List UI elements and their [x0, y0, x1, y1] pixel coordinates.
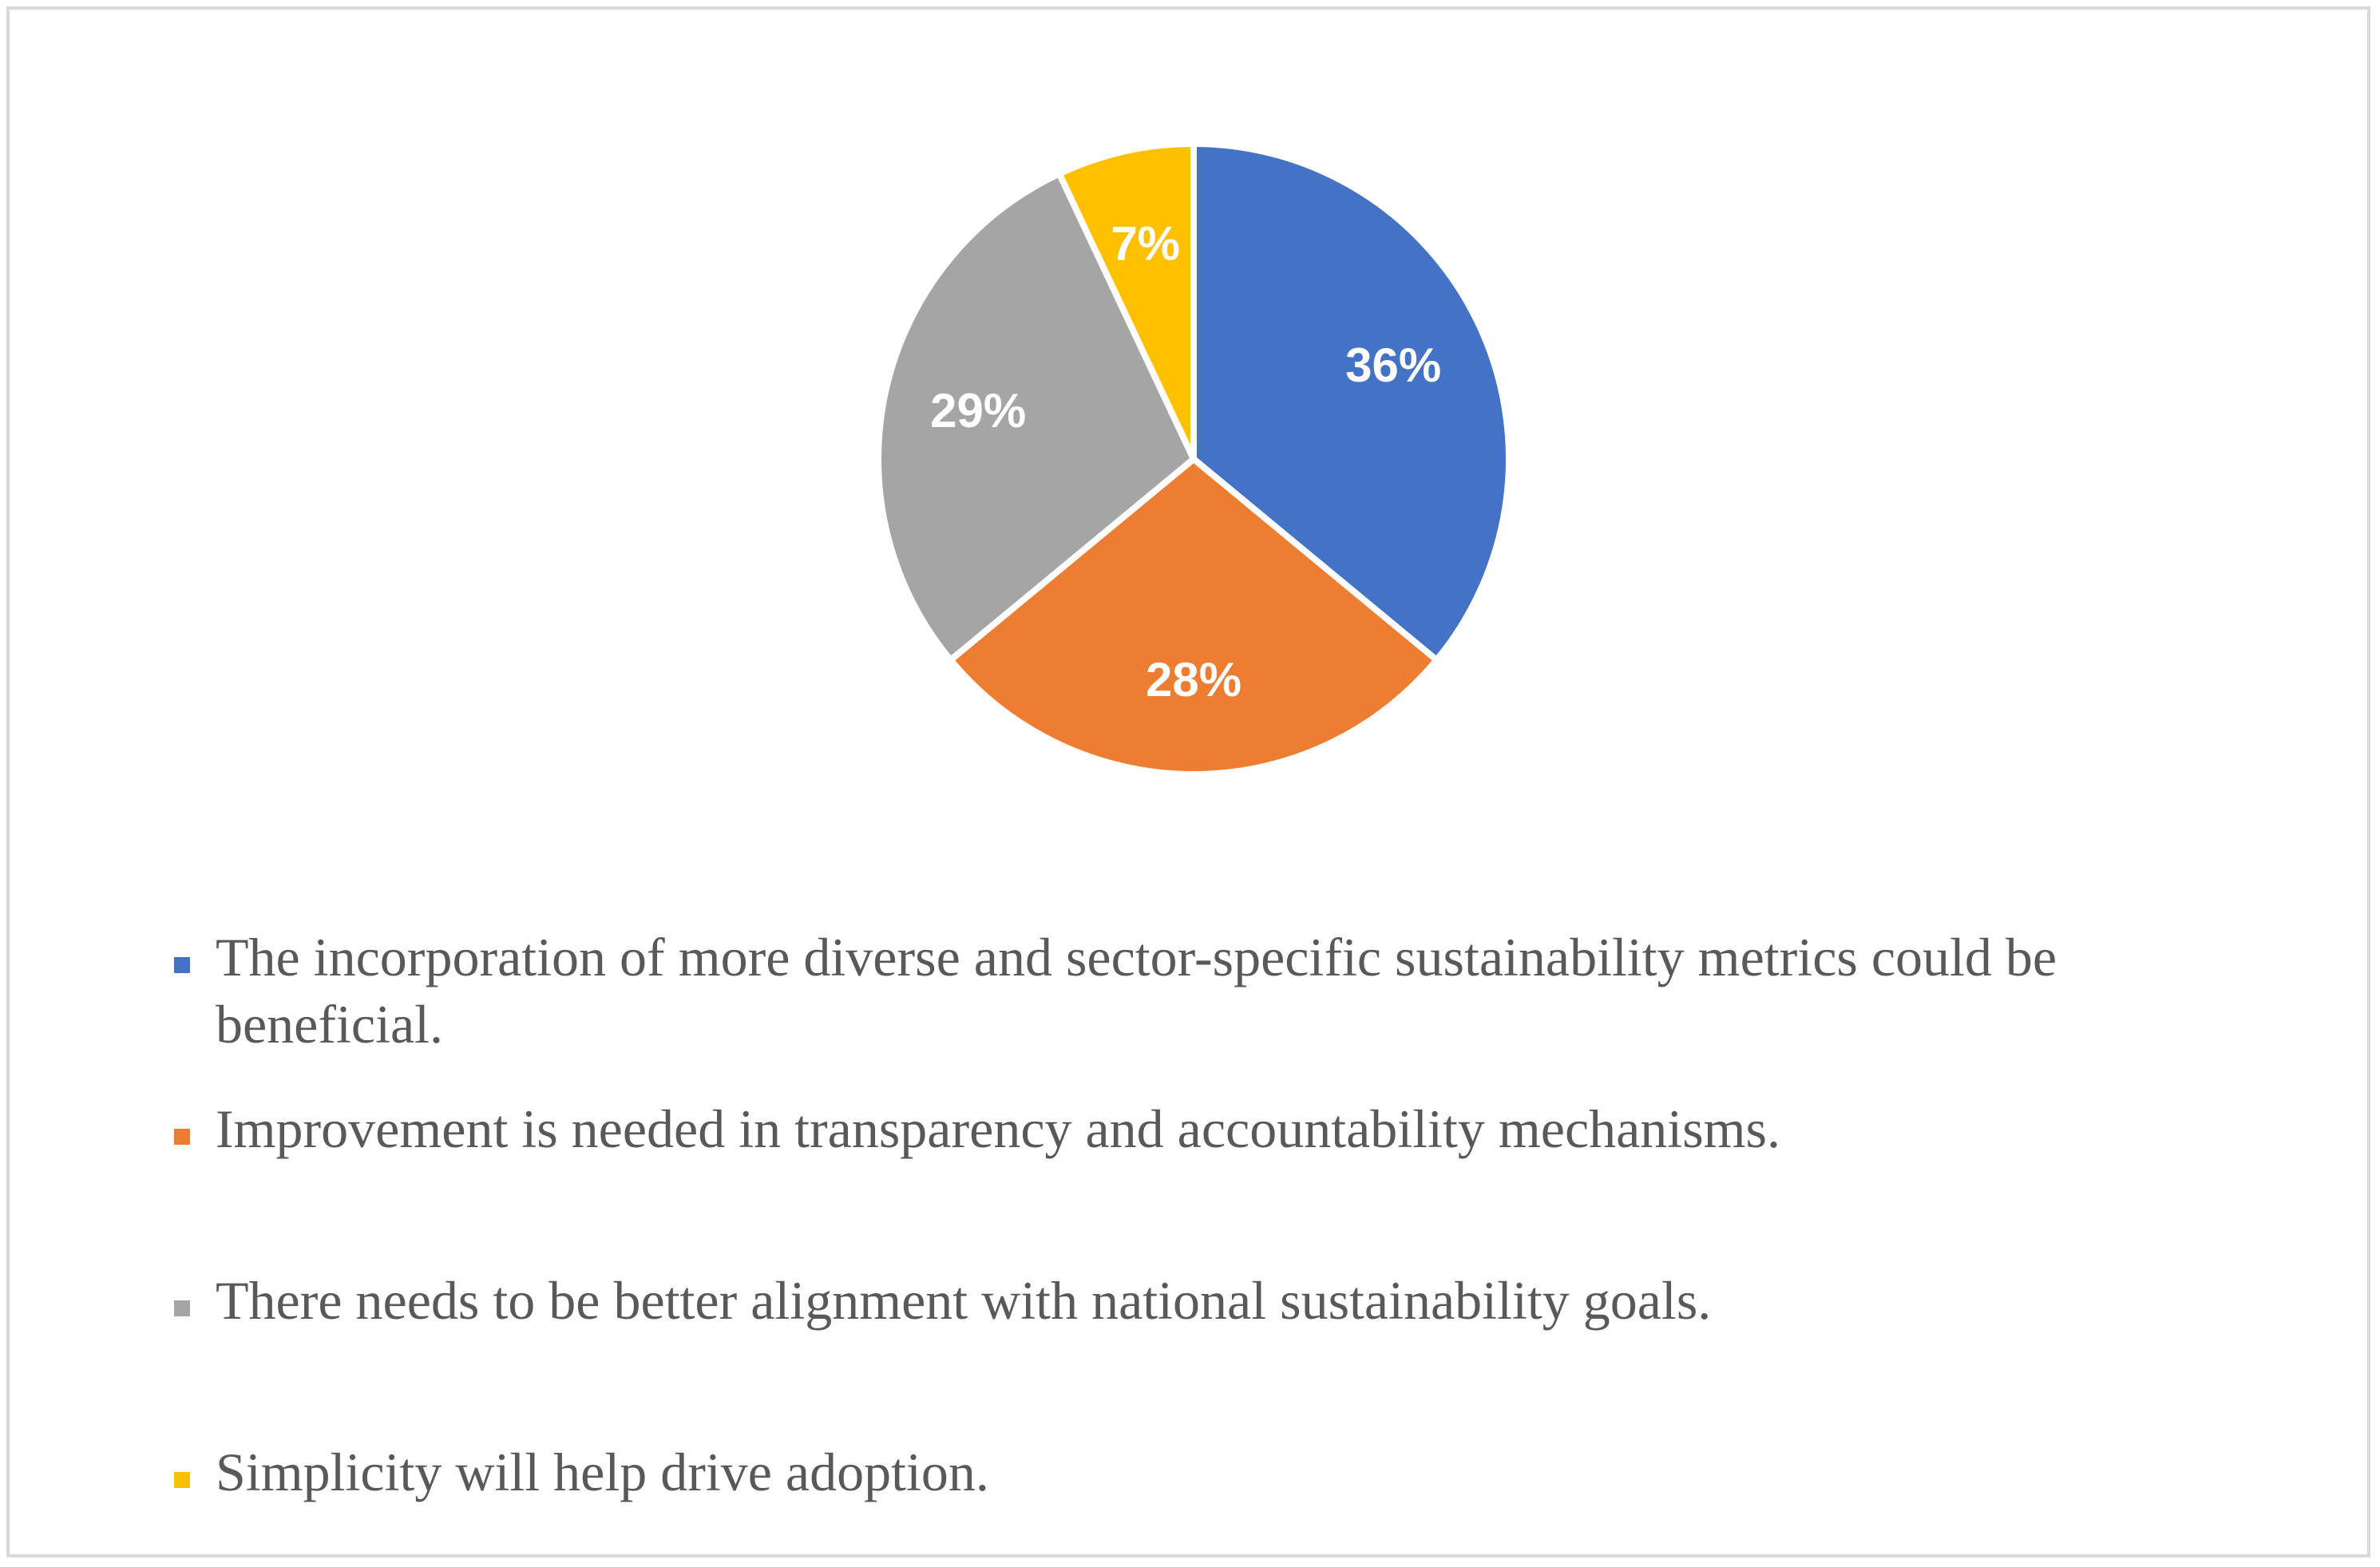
legend-marker-gray [174, 1300, 190, 1316]
legend-label: Improvement is needed in transparency an… [216, 1098, 1781, 1159]
legend-label: Simplicity will help drive adoption. [216, 1442, 989, 1502]
pie-slices [875, 140, 1512, 778]
data-label-1: 36% [1345, 338, 1441, 392]
data-label-3: 29% [930, 384, 1026, 437]
data-label-4: 7% [1111, 217, 1180, 271]
legend-marker-orange [174, 1129, 190, 1145]
pie-data-labels: 36% 28% 29% 7% [930, 217, 1441, 706]
slice-transparency [947, 456, 1440, 778]
slice-simplicity [1055, 140, 1197, 462]
legend-label: There needs to be better alignment with … [216, 1270, 1712, 1331]
data-label-2: 28% [1146, 653, 1241, 706]
pie-chart: 36% 28% 29% 7% [875, 140, 1512, 778]
legend-marker-yellow [174, 1472, 190, 1488]
chart-area: 36% 28% 29% 7% The incorporation of more di… [6, 6, 2370, 1557]
legend-label: The incorporation of more diverse and se… [216, 927, 2057, 1055]
legend-marker-blue [174, 957, 190, 973]
slice-metrics [1190, 140, 1512, 663]
